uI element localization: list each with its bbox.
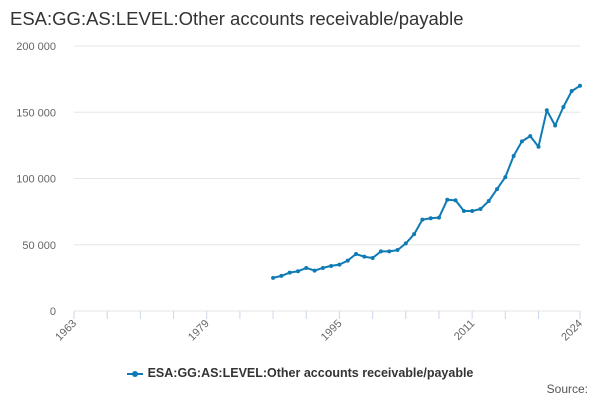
x-tick-label: 2024	[559, 318, 585, 344]
source-label: Source:	[546, 382, 588, 396]
data-point[interactable]	[569, 89, 574, 94]
series-line[interactable]	[272, 84, 581, 279]
y-tick-label: 50 000	[22, 240, 56, 252]
series-layer[interactable]	[271, 83, 582, 280]
x-axis: 1963 1979 1995 2011 2024	[53, 311, 585, 343]
x-tick-label: 2011	[452, 318, 477, 343]
data-point[interactable]	[354, 252, 359, 257]
data-point[interactable]	[420, 217, 425, 222]
data-point[interactable]	[519, 139, 524, 144]
data-point[interactable]	[329, 263, 334, 268]
data-point[interactable]	[337, 262, 342, 267]
data-point[interactable]	[370, 256, 375, 260]
y-tick-label: 100 000	[16, 174, 56, 186]
legend-marker	[131, 370, 138, 377]
data-point[interactable]	[395, 248, 400, 253]
legend[interactable]: ESA:GG:AS:LEVEL:Other accounts receivabl…	[0, 366, 600, 380]
y-tick-label: 200 000	[16, 41, 56, 53]
grid-layer	[74, 45, 580, 312]
data-point[interactable]	[445, 197, 450, 202]
data-point[interactable]	[453, 198, 458, 203]
data-point[interactable]	[561, 104, 566, 109]
data-point[interactable]	[403, 241, 408, 246]
legend-label: ESA:GG:AS:LEVEL:Other accounts receivabl…	[147, 366, 474, 380]
data-point[interactable]	[312, 268, 317, 273]
x-tick-label: 1995	[319, 318, 345, 344]
x-tick-label: 1979	[186, 318, 212, 344]
data-point[interactable]	[279, 273, 284, 278]
data-point[interactable]	[304, 265, 309, 270]
data-point[interactable]	[495, 187, 500, 192]
data-point[interactable]	[528, 134, 533, 139]
data-point[interactable]	[271, 275, 276, 280]
y-tick-label: 0	[50, 306, 56, 318]
data-point[interactable]	[511, 153, 516, 158]
legend-swatch	[126, 370, 143, 377]
data-point[interactable]	[503, 175, 508, 180]
data-point[interactable]	[362, 254, 367, 259]
data-point[interactable]	[428, 216, 433, 221]
chart-title: ESA:GG:AS:LEVEL:Other accounts receivabl…	[10, 8, 464, 29]
data-point[interactable]	[544, 108, 549, 113]
data-point[interactable]	[578, 83, 582, 88]
data-point[interactable]	[287, 270, 292, 275]
data-point[interactable]	[295, 269, 300, 274]
data-point[interactable]	[378, 249, 383, 254]
data-point[interactable]	[387, 249, 392, 254]
data-point[interactable]	[461, 208, 466, 213]
y-tick-label: 150 000	[16, 107, 56, 119]
data-point[interactable]	[436, 215, 441, 220]
data-point[interactable]	[412, 232, 417, 237]
data-point[interactable]	[486, 199, 491, 204]
data-point[interactable]	[553, 123, 558, 128]
x-tick-label: 1963	[53, 318, 79, 344]
data-point[interactable]	[536, 144, 541, 149]
data-point[interactable]	[345, 258, 350, 263]
data-point[interactable]	[478, 206, 483, 211]
data-point[interactable]	[470, 208, 475, 213]
y-axis: 0 50 000 100 000 150 000 200 000	[16, 41, 56, 318]
data-point[interactable]	[320, 265, 325, 270]
